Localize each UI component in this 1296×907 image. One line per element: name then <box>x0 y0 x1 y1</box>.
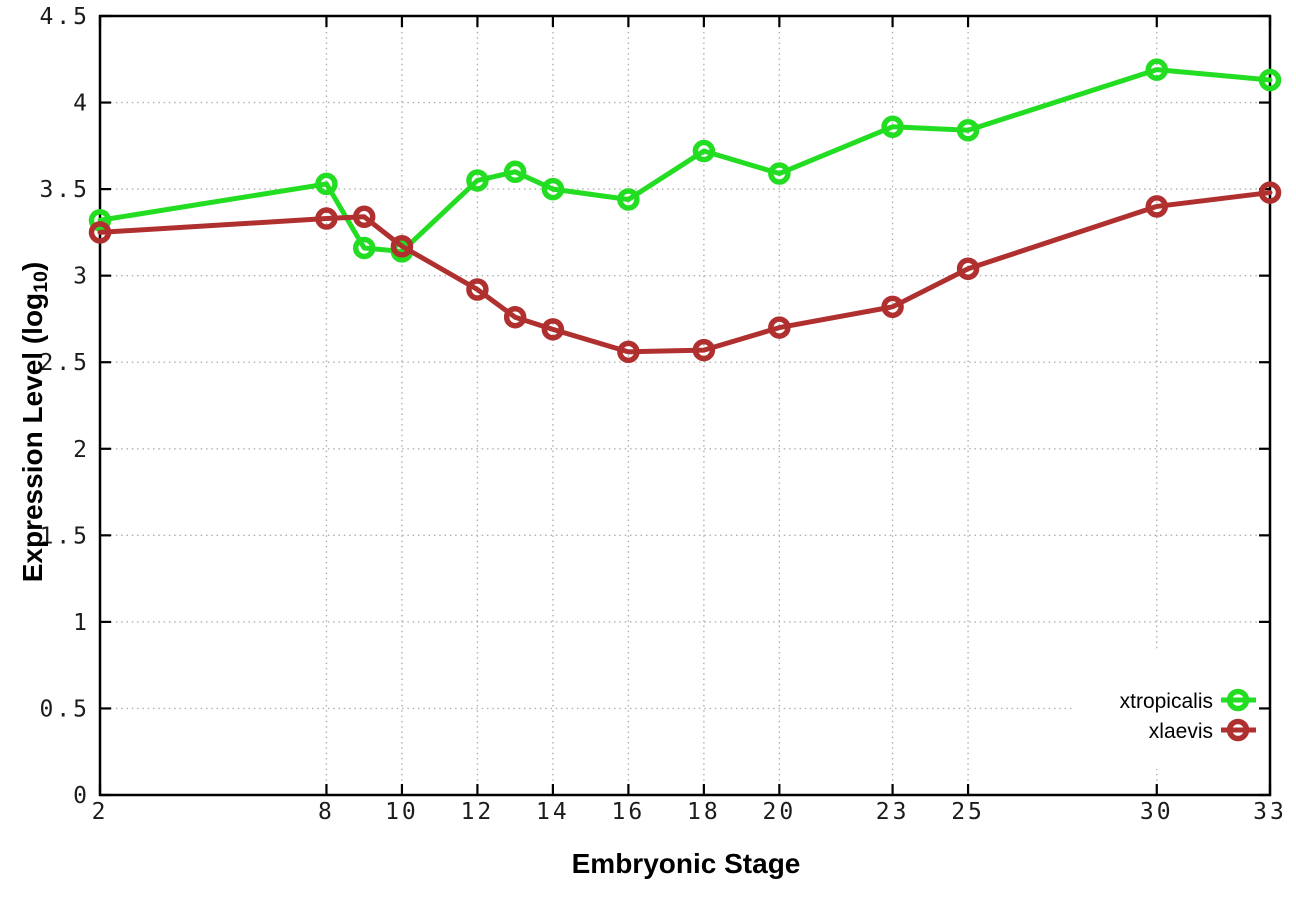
x-tick-label: 12 <box>461 799 495 825</box>
plot-border <box>98 14 1272 797</box>
data-point-marker-xlaevis <box>315 207 338 230</box>
data-point-marker-xtropicalis <box>315 172 338 196</box>
x-tick-label: 16 <box>612 799 646 825</box>
legend: xtropicalis xlaevis <box>1120 688 1256 743</box>
data-point-marker-xlaevis <box>617 340 640 364</box>
data-point-marker-xlaevis <box>352 205 376 229</box>
x-tick-label: 18 <box>687 799 721 825</box>
x-tick-label: 8 <box>318 799 335 825</box>
y-axis-title-close: ) <box>17 261 48 272</box>
x-tick-label: 23 <box>876 799 910 825</box>
data-point-marker-xtropicalis <box>881 115 904 139</box>
x-tick-label: 33 <box>1253 799 1287 825</box>
legend-marker-circle-xlaevis <box>1226 718 1250 742</box>
legend-entry-xtropicalis: xtropicalis <box>1120 688 1256 713</box>
data-point-marker-xtropicalis <box>956 119 980 142</box>
series-line-xtropicalis <box>97 67 1273 254</box>
y-axis-title: Expression Level (log10) <box>17 261 53 583</box>
x-tick-label: 30 <box>1140 799 1174 825</box>
y-tick-label: 4 <box>73 91 90 117</box>
data-point-marker-xlaevis <box>503 305 527 329</box>
data-point-marker-xtropicalis <box>692 139 716 163</box>
series-xlaevis <box>88 181 1282 364</box>
legend-label-xlaevis: xlaevis <box>1149 720 1213 743</box>
data-point-marker-xlaevis <box>1258 181 1282 204</box>
y-tick-label: 3.5 <box>39 177 90 203</box>
data-point-marker-xlaevis <box>692 338 716 362</box>
data-point-marker-xtropicalis <box>1145 58 1169 81</box>
x-tick-label: 14 <box>536 799 570 825</box>
series-line-xlaevis <box>97 190 1273 355</box>
series-xtropicalis <box>88 58 1282 263</box>
data-point-marker-xtropicalis <box>88 209 112 232</box>
data-point-marker-xlaevis <box>881 295 904 319</box>
data-point-marker-xlaevis <box>768 316 791 339</box>
y-tick-label: 3 <box>73 264 90 290</box>
x-tick-label: 25 <box>951 799 985 825</box>
x-tick-label: 10 <box>385 799 419 825</box>
legend-entry-xlaevis: xlaevis <box>1149 718 1256 743</box>
data-point-marker-xtropicalis <box>1258 68 1282 92</box>
data-point-marker-xtropicalis <box>352 236 376 260</box>
y-tick-label: 1.5 <box>39 523 90 549</box>
data-point-marker-xtropicalis <box>503 160 527 184</box>
y-tick-label: 1 <box>73 610 90 636</box>
x-tick-label: 20 <box>763 799 797 825</box>
data-point-marker-xlaevis <box>390 234 414 258</box>
data-point-marker-xlaevis <box>956 257 980 280</box>
x-tick-label: 2 <box>92 799 109 825</box>
x-tick-labels: 2 8 10 12 14 16 18 20 23 25 30 33 <box>92 799 1287 825</box>
y-tick-label: 2 <box>73 437 90 463</box>
legend-marker-circle-xtropicalis <box>1226 688 1250 712</box>
data-point-marker-xlaevis <box>88 221 112 244</box>
data-point-marker-xtropicalis <box>768 162 791 185</box>
y-tick-labels: 0 0.5 1 1.5 2 2.5 3 3.5 4 4.5 <box>39 4 90 809</box>
data-point-marker-xtropicalis <box>541 177 565 201</box>
tick-marks <box>98 14 1272 797</box>
y-tick-label: 2.5 <box>39 350 90 376</box>
y-axis-title-subscript: 10 <box>30 271 53 293</box>
data-point-marker-xlaevis <box>541 318 565 341</box>
data-point-marker-xtropicalis <box>466 169 489 192</box>
legend-label-xtropicalis: xtropicalis <box>1120 690 1213 713</box>
data-point-marker-xlaevis <box>466 278 489 301</box>
y-axis-title-text: Expression Level (log <box>17 292 48 583</box>
x-axis-title: Embryonic Stage <box>571 848 801 879</box>
data-point-marker-xlaevis <box>1145 195 1169 218</box>
y-tick-label: 0.5 <box>39 696 90 722</box>
y-tick-label: 4.5 <box>39 4 90 30</box>
data-point-marker-xtropicalis <box>617 188 640 211</box>
y-tick-label: 0 <box>73 783 90 809</box>
